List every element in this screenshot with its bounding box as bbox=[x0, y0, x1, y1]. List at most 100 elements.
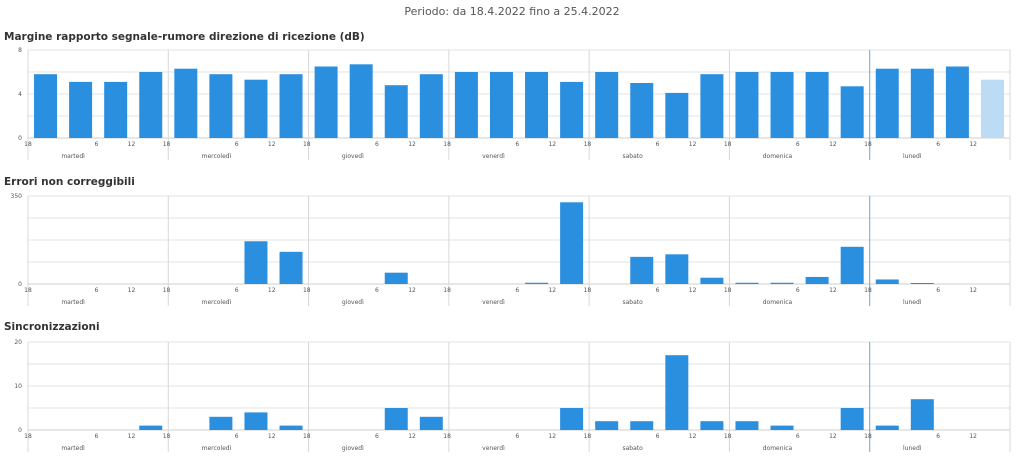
x-hour-label: 18 bbox=[24, 433, 32, 440]
x-hour-label: 6 bbox=[936, 141, 940, 148]
bar bbox=[945, 66, 969, 138]
x-hour-label: 6 bbox=[796, 141, 800, 148]
x-hour-label: 18 bbox=[443, 433, 451, 440]
bar bbox=[735, 282, 759, 284]
x-hour-label: 18 bbox=[24, 287, 32, 294]
x-hour-label: 12 bbox=[268, 287, 276, 294]
x-hour-label: 6 bbox=[796, 433, 800, 440]
bar bbox=[910, 282, 934, 284]
x-hour-label: 12 bbox=[969, 141, 977, 148]
x-hour-label: 18 bbox=[864, 433, 872, 440]
bar bbox=[139, 425, 163, 430]
bar bbox=[279, 425, 303, 430]
bar bbox=[840, 246, 864, 284]
bar bbox=[875, 425, 899, 430]
bar bbox=[560, 81, 584, 138]
period-label: Periodo: da 18.4.2022 fino a 25.4.2022 bbox=[404, 5, 620, 18]
bar bbox=[840, 408, 864, 430]
bar bbox=[174, 68, 198, 138]
y-tick-label: 0 bbox=[18, 135, 22, 142]
bar bbox=[279, 74, 303, 138]
bar bbox=[630, 256, 654, 284]
x-hour-label: 6 bbox=[94, 141, 98, 148]
x-hour-label: 12 bbox=[689, 433, 697, 440]
x-day-label: venerdì bbox=[482, 445, 505, 452]
bar bbox=[560, 202, 584, 284]
x-day-label: domenica bbox=[763, 299, 793, 306]
bar bbox=[875, 279, 899, 284]
bar bbox=[34, 74, 58, 138]
synchronizations-chart: 0 10 20 18 6 12 18 6 12 18 6 12 18 6 12 18 6 12 18 6 12 18 6 12… bbox=[14, 339, 1011, 452]
x-hour-label: 18 bbox=[864, 287, 872, 294]
x-hour-label: 6 bbox=[94, 287, 98, 294]
x-hour-label: 18 bbox=[163, 433, 171, 440]
bar bbox=[665, 254, 689, 284]
bar bbox=[454, 72, 478, 138]
x-day-label: martedì bbox=[61, 299, 85, 306]
x-hour-label: 12 bbox=[128, 433, 136, 440]
bar bbox=[384, 272, 408, 284]
bar bbox=[980, 79, 1004, 138]
x-hour-label: 18 bbox=[724, 141, 732, 148]
y-tick-label: 350 bbox=[11, 193, 23, 200]
bar bbox=[384, 408, 408, 430]
x-day-label: martedì bbox=[61, 153, 85, 160]
bar bbox=[700, 74, 724, 138]
x-hour-label: 6 bbox=[656, 433, 660, 440]
x-day-label: lunedì bbox=[903, 445, 922, 452]
x-hour-label: 6 bbox=[375, 433, 379, 440]
x-hour-label: 6 bbox=[235, 287, 239, 294]
bar bbox=[700, 277, 724, 284]
y-tick-label: 8 bbox=[18, 47, 22, 54]
x-hour-label: 18 bbox=[584, 141, 592, 148]
y-tick-label: 20 bbox=[14, 339, 22, 346]
x-hour-label: 6 bbox=[94, 433, 98, 440]
bar bbox=[630, 421, 654, 430]
x-hour-label: 12 bbox=[268, 433, 276, 440]
bar bbox=[735, 72, 759, 138]
bar bbox=[69, 81, 93, 138]
bar bbox=[910, 68, 934, 138]
bar bbox=[314, 66, 338, 138]
x-day-label: sabato bbox=[622, 299, 643, 306]
bar bbox=[595, 421, 619, 430]
x-day-label: mercoledì bbox=[202, 445, 232, 452]
x-hour-label: 12 bbox=[128, 287, 136, 294]
bar bbox=[805, 72, 829, 138]
x-day-label: giovedì bbox=[342, 153, 364, 160]
x-day-label: sabato bbox=[622, 445, 643, 452]
x-hour-label: 18 bbox=[303, 287, 311, 294]
x-day-label: lunedì bbox=[903, 299, 922, 306]
x-hour-label: 18 bbox=[584, 433, 592, 440]
errors-chart-title: Errori non correggibili bbox=[4, 176, 135, 188]
bar bbox=[525, 72, 549, 138]
x-hour-label: 6 bbox=[515, 141, 519, 148]
x-hour-label: 18 bbox=[303, 141, 311, 148]
x-hour-label: 12 bbox=[408, 433, 416, 440]
x-hour-label: 18 bbox=[584, 287, 592, 294]
x-hour-label: 12 bbox=[408, 141, 416, 148]
bar bbox=[419, 416, 443, 430]
bar bbox=[244, 79, 268, 138]
x-hour-label: 6 bbox=[796, 287, 800, 294]
x-day-label: domenica bbox=[763, 445, 793, 452]
bar bbox=[665, 355, 689, 430]
x-hour-label: 12 bbox=[268, 141, 276, 148]
snr-chart-title: Margine rapporto segnale-rumore direzion… bbox=[4, 31, 365, 43]
x-day-label: venerdì bbox=[482, 153, 505, 160]
uncorrectable-errors-chart: 0 350 18 6 12 18 6 12 18 6 12 18 6 12 18 6 12 18 6 12 18 6 12 m… bbox=[11, 193, 1011, 306]
bar bbox=[595, 72, 619, 138]
bar bbox=[665, 92, 689, 138]
bar bbox=[525, 282, 549, 284]
x-day-label: sabato bbox=[622, 153, 643, 160]
x-hour-label: 18 bbox=[443, 141, 451, 148]
y-tick-label: 0 bbox=[18, 427, 22, 434]
bar bbox=[875, 68, 899, 138]
x-hour-label: 6 bbox=[235, 141, 239, 148]
bar bbox=[805, 276, 829, 284]
bar bbox=[419, 74, 443, 138]
x-hour-label: 6 bbox=[375, 141, 379, 148]
x-day-label: mercoledì bbox=[202, 153, 232, 160]
x-hour-label: 18 bbox=[724, 287, 732, 294]
bar bbox=[244, 412, 268, 430]
